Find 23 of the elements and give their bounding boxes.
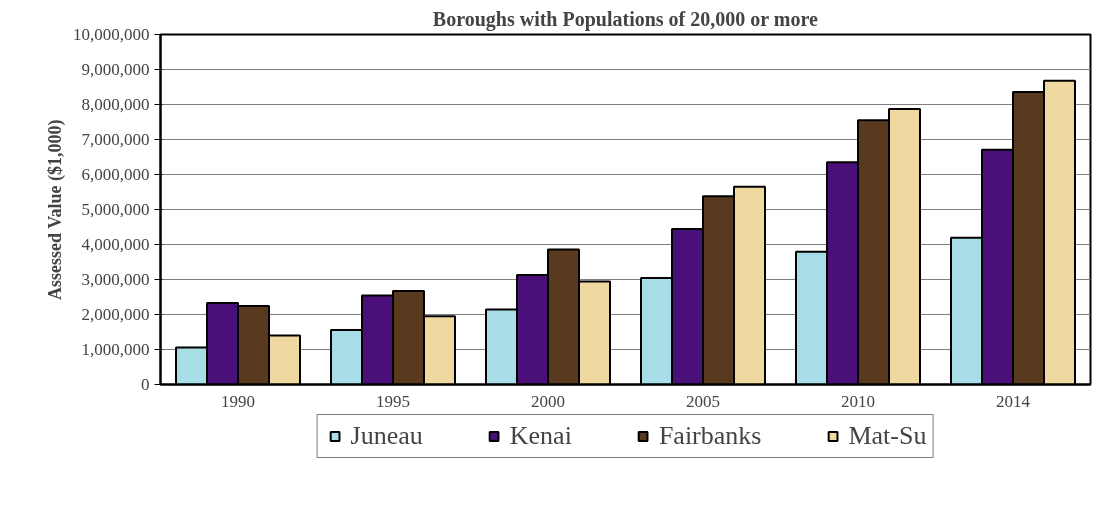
x-tick-label: 2014 [996, 391, 1031, 411]
y-tick-label: 9,000,000 [81, 60, 150, 79]
y-axis-title: Assessed Value ($1,000) [45, 119, 66, 300]
y-tick-label: 4,000,000 [81, 235, 150, 254]
legend-label: Juneau [350, 421, 423, 451]
legend-label: Kenai [509, 421, 572, 451]
x-tick-label: 1990 [221, 391, 255, 411]
x-tick-label: 2005 [686, 391, 720, 411]
y-tick-label: 6,000,000 [81, 165, 150, 184]
legend-label: Mat-Su [848, 421, 927, 451]
y-tick-label: 8,000,000 [81, 95, 150, 114]
x-tick-label: 1995 [376, 391, 410, 411]
y-tick-label: 3,000,000 [81, 270, 150, 289]
legend-label: Fairbanks [658, 421, 762, 451]
y-tick-label: 1,000,000 [81, 340, 150, 359]
y-tick-label: 0 [141, 375, 150, 394]
y-tick-label: 2,000,000 [81, 305, 150, 324]
x-tick-label: 2010 [841, 391, 875, 411]
chart-title: Boroughs with Populations of 20,000 or more [432, 7, 818, 31]
x-tick-label: 2000 [531, 391, 565, 411]
y-tick-label: 10,000,000 [73, 25, 150, 44]
y-tick-label: 7,000,000 [81, 130, 150, 149]
y-tick-label: 5,000,000 [81, 200, 150, 219]
